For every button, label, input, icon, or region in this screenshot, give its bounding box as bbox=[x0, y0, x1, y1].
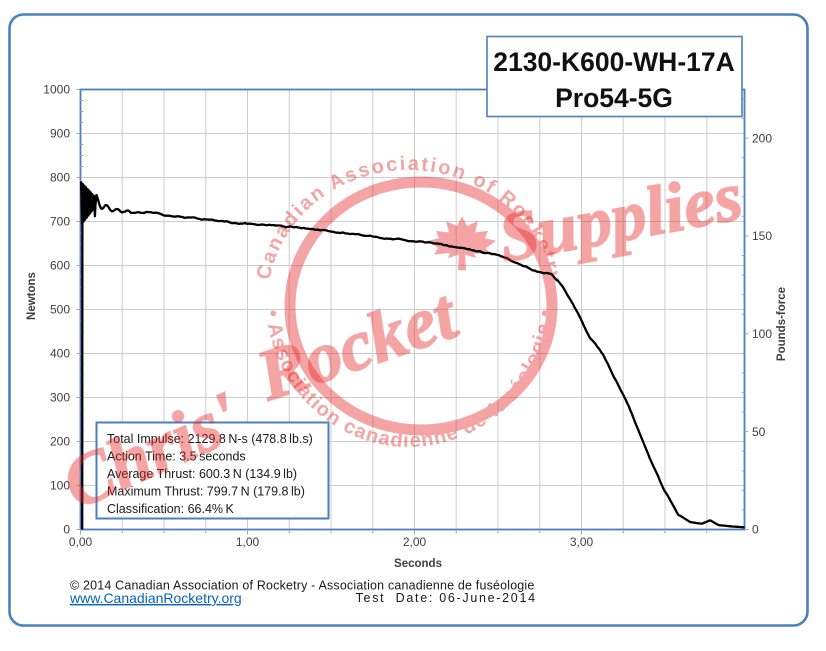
svg-text:100: 100 bbox=[752, 327, 772, 341]
svg-text:Seconds: Seconds bbox=[394, 558, 442, 570]
svg-text:Total Impulse: 2129.8 N-s (478: Total Impulse: 2129.8 N-s (478.8 lb.s) bbox=[107, 432, 313, 446]
svg-text:0: 0 bbox=[63, 523, 70, 537]
svg-text:Average Thrust: 600.3 N (134.9: Average Thrust: 600.3 N (134.9 lb) bbox=[107, 467, 297, 481]
svg-text:3,00: 3,00 bbox=[570, 535, 594, 549]
svg-text:Pro54-5G: Pro54-5G bbox=[555, 83, 673, 113]
svg-text:150: 150 bbox=[752, 229, 772, 243]
svg-text:Action Time: 3.5 seconds: Action Time: 3.5 seconds bbox=[107, 450, 246, 464]
svg-text:1,00: 1,00 bbox=[236, 535, 260, 549]
svg-text:0: 0 bbox=[752, 523, 759, 537]
svg-text:200: 200 bbox=[50, 435, 70, 449]
svg-text:Pounds-force: Pounds-force bbox=[776, 287, 788, 361]
svg-text:0,00: 0,00 bbox=[69, 535, 93, 549]
svg-text:2130-K600-WH-17A: 2130-K600-WH-17A bbox=[493, 47, 735, 77]
svg-text:200: 200 bbox=[752, 131, 772, 145]
svg-text:1000: 1000 bbox=[43, 83, 70, 97]
svg-text:500: 500 bbox=[50, 303, 70, 317]
svg-text:400: 400 bbox=[50, 347, 70, 361]
svg-text:900: 900 bbox=[50, 127, 70, 141]
svg-text:50: 50 bbox=[752, 425, 766, 439]
svg-text:www.CanadianRocketry.org: www.CanadianRocketry.org bbox=[69, 590, 242, 606]
svg-text:Classification: 66.4% K: Classification: 66.4% K bbox=[107, 502, 235, 516]
svg-text:Maximum Thrust: 799.7 N (179.8: Maximum Thrust: 799.7 N (179.8 lb) bbox=[107, 485, 305, 499]
svg-text:2,00: 2,00 bbox=[403, 535, 427, 549]
svg-text:Newtons: Newtons bbox=[26, 272, 38, 320]
svg-text:800: 800 bbox=[50, 171, 70, 185]
svg-text:700: 700 bbox=[50, 215, 70, 229]
svg-text:300: 300 bbox=[50, 391, 70, 405]
svg-text:600: 600 bbox=[50, 259, 70, 273]
svg-text:© 2014 Canadian Association of: © 2014 Canadian Association of Rocketry … bbox=[70, 579, 535, 593]
svg-text:Test Date: 06-June-2014: Test Date: 06-June-2014 bbox=[356, 591, 537, 605]
svg-text:100: 100 bbox=[50, 479, 70, 493]
